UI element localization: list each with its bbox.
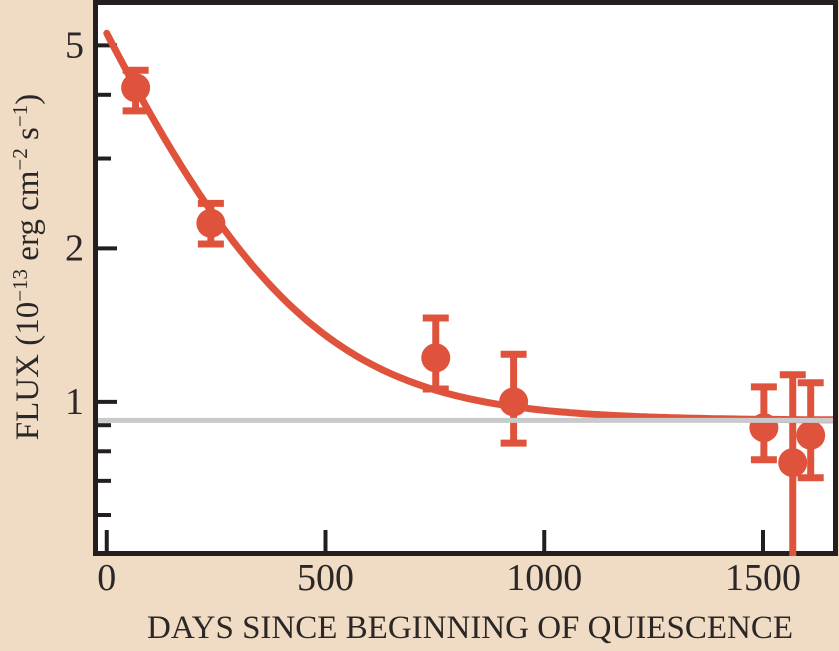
data-point-group — [196, 199, 226, 248]
x-tick-label: 500 — [297, 557, 354, 599]
x-tick-label: 1000 — [506, 557, 582, 599]
data-point-marker — [749, 413, 779, 443]
data-point-group — [121, 66, 151, 115]
data-point-marker — [796, 420, 826, 450]
y-tick-label: 2 — [65, 227, 84, 269]
y-axis-title-superscript: −13 — [8, 269, 32, 302]
data-point-group — [499, 350, 529, 447]
tick-labels: 5 2 1 0 500 1000 1500 — [65, 24, 801, 599]
data-point-group — [421, 314, 451, 393]
x-axis-title: DAYS SINCE BEGINNING OF QUIESCENCE — [147, 610, 793, 646]
y-axis-title-part: FLUX (10 — [10, 302, 46, 440]
y-axis-title: FLUX (10−13 erg cm−2 s−1) — [8, 94, 46, 440]
data-point-marker — [421, 343, 451, 373]
data-point-marker — [196, 208, 226, 238]
data-point-marker — [499, 387, 529, 417]
y-axis-title-part: s — [10, 127, 46, 148]
y-tick-label: 5 — [65, 24, 84, 66]
y-axis-title-superscript: −1 — [8, 105, 32, 127]
y-axis-title-superscript: −2 — [8, 148, 32, 170]
data-point-group — [796, 379, 826, 482]
y-axis-title-part: erg cm — [10, 170, 46, 269]
axis-ticks — [98, 43, 765, 551]
data-point-marker — [778, 448, 808, 478]
x-tick-label: 0 — [97, 557, 116, 599]
y-axis-title-part: ) — [10, 94, 46, 105]
data-point-group — [778, 371, 808, 556]
data-point-marker — [121, 73, 151, 103]
y-tick-label: 1 — [65, 381, 84, 423]
plot-frame — [93, 0, 838, 556]
x-tick-label: 1500 — [725, 557, 801, 599]
plot-area — [95, 2, 836, 554]
